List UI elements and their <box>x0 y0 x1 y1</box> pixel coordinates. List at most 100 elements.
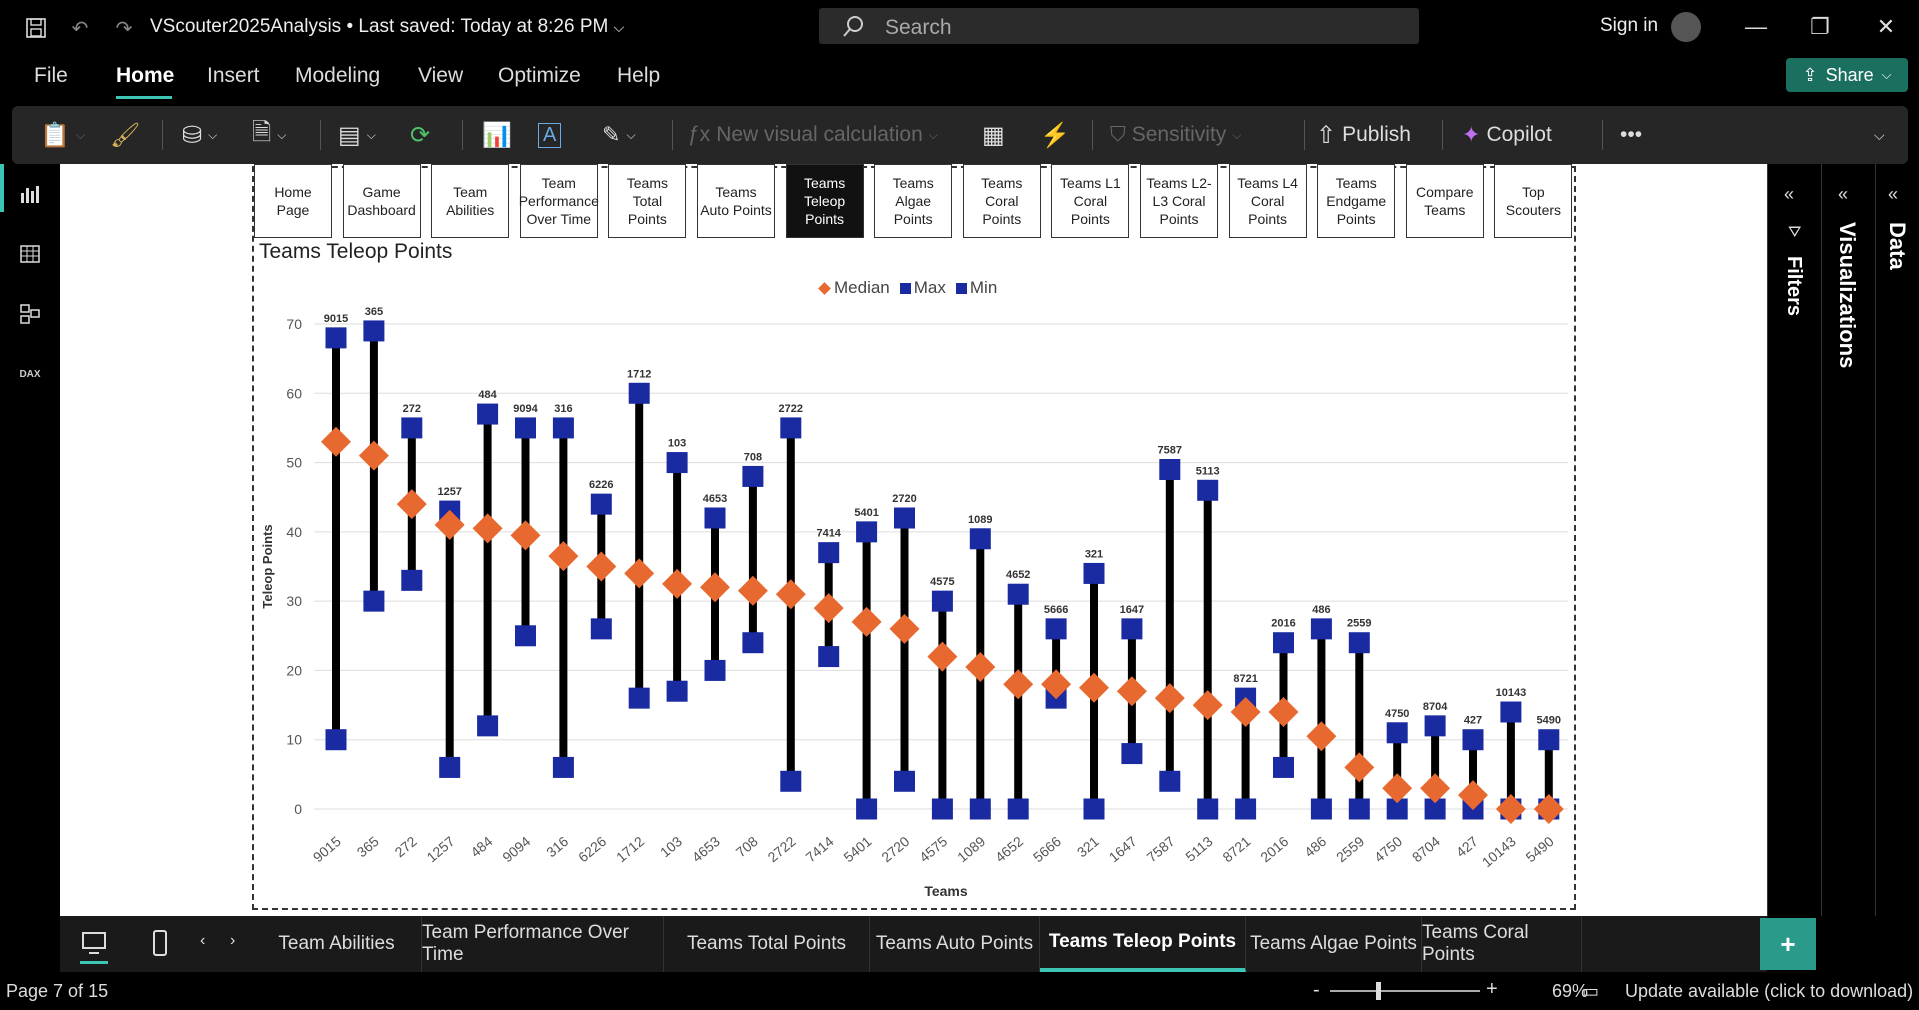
min-marker <box>818 646 840 668</box>
menu-insert[interactable]: Insert <box>207 64 260 87</box>
expand-filters-icon[interactable]: « <box>1784 184 1795 204</box>
update-available-link[interactable]: Update available (click to download) <box>1625 981 1914 1001</box>
filters-pane[interactable]: « ⛛ Filters <box>1767 164 1821 916</box>
data-pane[interactable]: « Data <box>1875 164 1919 916</box>
nav-button-teams-algae-points[interactable]: Teams Algae Points <box>874 164 953 238</box>
table-view-icon[interactable] <box>16 240 44 268</box>
max-marker <box>1121 618 1143 640</box>
expand-visualizations-icon[interactable]: « <box>1838 184 1849 204</box>
nav-button-teams-teleop-points[interactable]: Teams Teleop Points <box>785 164 864 238</box>
refresh-button[interactable]: ⟳ <box>410 118 430 152</box>
nav-button-team-performance-over-time[interactable]: Team Performance Over Time <box>519 164 599 238</box>
restore-icon[interactable]: ❐ <box>1810 14 1830 39</box>
zoom-in-button[interactable]: + <box>1486 978 1498 1000</box>
paste-button[interactable]: 📋 ⌵ <box>40 121 85 149</box>
data-label: 8721 <box>1233 673 1257 685</box>
zoom-slider[interactable] <box>1330 982 1480 1000</box>
median-marker <box>1458 780 1488 811</box>
new-visual-button[interactable]: 📊 <box>482 118 512 152</box>
nav-button-teams-l1-coral-points[interactable]: Teams L1 Coral Points <box>1051 164 1130 238</box>
data-label: 5113 <box>1196 465 1220 477</box>
page-tab-teams-algae-points[interactable]: Teams Algae Points <box>1246 916 1422 972</box>
median-marker <box>851 606 882 637</box>
menu-help[interactable]: Help <box>617 64 661 87</box>
sign-in-link[interactable]: Sign in <box>1600 15 1659 36</box>
expand-data-icon[interactable]: « <box>1888 184 1899 204</box>
menu-view[interactable]: View <box>418 64 464 87</box>
zoom-level[interactable]: 69% <box>1552 981 1589 1001</box>
min-marker <box>1386 798 1408 820</box>
recent-sources-button[interactable]: 🗎 ⌵ <box>252 118 286 152</box>
data-label: 484 <box>478 389 497 401</box>
collapse-ribbon-icon[interactable]: ⌵ <box>1874 126 1885 143</box>
more-visuals-button[interactable]: ✎ ⌵ <box>602 122 636 147</box>
get-data-button[interactable]: ⛁ ⌵ <box>182 121 218 149</box>
nav-button-teams-endgame-points[interactable]: Teams Endgame Points <box>1317 164 1396 238</box>
nav-button-teams-auto-points[interactable]: Teams Auto Points <box>697 164 775 238</box>
page-tab-teams-auto-points[interactable]: Teams Auto Points <box>870 916 1040 972</box>
menu-file[interactable]: File <box>34 64 68 87</box>
share-button[interactable]: ⇪ Share ⌵ <box>1786 58 1908 92</box>
nav-button-compare-teams[interactable]: Compare Teams <box>1405 164 1484 238</box>
sensitivity-button[interactable]: ⛉ Sensitivity ⌵ <box>1110 123 1242 146</box>
model-view-icon[interactable] <box>16 300 44 328</box>
next-page-icon[interactable]: › <box>230 932 236 949</box>
menu-modeling[interactable]: Modeling <box>295 64 381 87</box>
page-tab-teams-coral-points[interactable]: Teams Coral Points <box>1422 916 1582 972</box>
page-tab-teams-teleop-points[interactable]: Teams Teleop Points <box>1040 916 1246 972</box>
nav-button-home-page[interactable]: Home Page <box>254 164 332 238</box>
menu-optimize[interactable]: Optimize <box>498 64 581 87</box>
search-input[interactable]: Search <box>819 8 1419 44</box>
add-page-button[interactable]: + <box>1760 918 1816 970</box>
min-marker <box>439 756 461 778</box>
page-tab-team-performance-over-time[interactable]: Team Performance Over Time <box>422 916 664 972</box>
active-view-indicator <box>0 164 4 212</box>
nav-button-team-abilities[interactable]: Team Abilities <box>431 164 510 238</box>
transform-data-button[interactable]: ▤ ⌵ <box>338 121 376 149</box>
close-icon[interactable]: ✕ <box>1876 14 1896 39</box>
mobile-layout-icon[interactable] <box>150 929 170 962</box>
nav-button-top-scouters[interactable]: Top Scouters <box>1494 164 1573 238</box>
report-view-icon[interactable] <box>16 180 44 208</box>
menu-home[interactable]: Home <box>116 64 175 87</box>
quick-measure-button[interactable]: ⚡ <box>1040 118 1070 152</box>
publish-button[interactable]: ⇧ Publish <box>1316 121 1411 149</box>
redo-icon[interactable]: ↷ <box>115 17 133 40</box>
desktop-layout-icon[interactable] <box>80 929 108 964</box>
chart-title: Teams Teleop Points <box>259 240 453 263</box>
new-visual-calculation-button[interactable]: ƒx New visual calculation ⌵ <box>688 123 938 146</box>
copilot-button[interactable]: ✦ Copilot <box>1462 122 1552 147</box>
nav-button-teams-l2-l3-coral-points[interactable]: Teams L2-L3 Coral Points <box>1140 164 1218 238</box>
undo-icon[interactable]: ↶ <box>71 17 89 40</box>
legend-item-max[interactable]: Max <box>899 278 946 298</box>
page-tabs-bar: ‹ › Team Abilities Team Performance Over … <box>60 916 1767 972</box>
nav-button-teams-total-points[interactable]: Teams Total Points <box>608 164 687 238</box>
zoom-out-button[interactable]: - <box>1313 979 1320 1001</box>
min-marker <box>477 715 499 737</box>
page-tab-teams-total-points[interactable]: Teams Total Points <box>664 916 870 972</box>
min-marker <box>969 798 991 820</box>
new-measure-button[interactable]: ▦ <box>982 118 1005 152</box>
prev-page-icon[interactable]: ‹ <box>200 932 206 949</box>
page-tab-team-abilities[interactable]: Team Abilities <box>252 916 422 972</box>
legend-item-min[interactable]: Min <box>955 278 997 298</box>
document-title[interactable]: VScouter2025Analysis • Last saved: Today… <box>150 16 625 37</box>
minimize-icon[interactable]: — <box>1745 14 1767 39</box>
visualizations-pane[interactable]: « Visualizations <box>1821 164 1875 916</box>
data-label: 2722 <box>779 403 803 415</box>
text-box-button[interactable]: A <box>538 118 562 152</box>
dax-query-view-icon[interactable]: DAX <box>19 368 41 380</box>
calculation-icon: ƒx <box>688 123 711 146</box>
save-icon[interactable] <box>22 14 50 42</box>
median-marker <box>396 489 427 520</box>
nav-button-game-dashboard[interactable]: Game Dashboard <box>342 164 421 238</box>
zoom-slider-thumb[interactable] <box>1376 982 1381 1000</box>
legend-item-median[interactable]: Median <box>818 278 890 298</box>
format-painter-button[interactable]: 🖌 <box>110 118 140 152</box>
more-options-button[interactable]: ••• <box>1620 123 1643 146</box>
nav-button-teams-coral-points[interactable]: Teams Coral Points <box>962 164 1041 238</box>
fit-to-page-icon[interactable]: ▭ <box>1582 981 1600 1001</box>
avatar[interactable] <box>1671 12 1701 42</box>
nav-button-teams-l4-coral-points[interactable]: Teams L4 Coral Points <box>1228 164 1307 238</box>
